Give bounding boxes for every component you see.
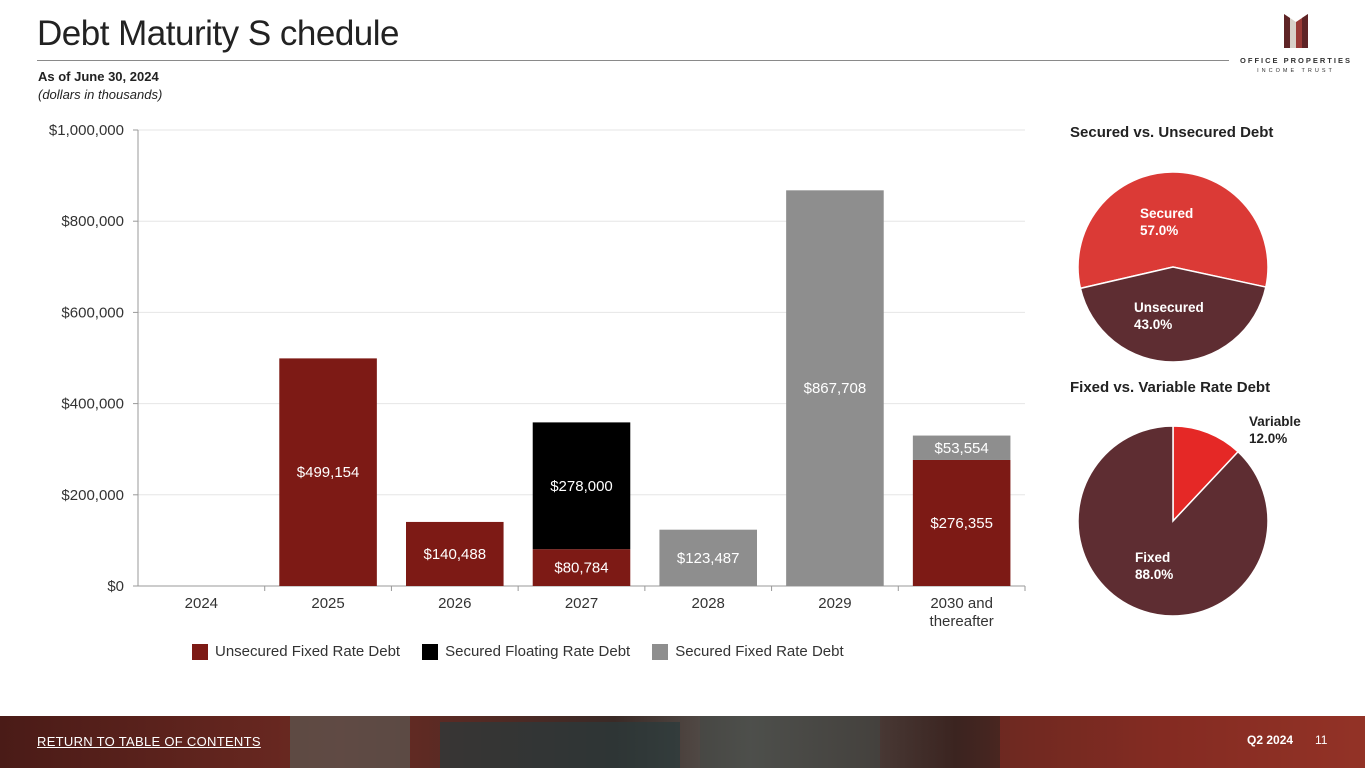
y-tick-label: $600,000 (61, 304, 124, 321)
debt-maturity-bar-chart: $0 $200,000 $400,000 $600,000 $800,000 $1,000… (49, 122, 1026, 630)
pie-slice (1079, 266, 1267, 363)
return-to-toc-link[interactable]: RETURN TO TABLE OF CONTENTS (37, 734, 261, 749)
bar-data-label: $123,487 (677, 550, 740, 567)
pie-slice-label: Fixed (1135, 550, 1170, 565)
legend-label: Unsecured Fixed Rate Debt (215, 643, 401, 660)
as-of-date: As of June 30, 2024 (38, 69, 159, 84)
pie-slice-value: 43.0% (1134, 317, 1172, 332)
bar-data-label: $867,708 (804, 380, 867, 397)
bar-segment (532, 549, 631, 586)
x-tick-label: 2030 and (930, 595, 993, 612)
bar-segment (406, 521, 504, 586)
fixed-vs-variable-pie: Variable 12.0% Fixed 88.0% (1077, 414, 1301, 617)
page-number: 11 (1315, 733, 1328, 747)
y-tick-label: $400,000 (61, 396, 124, 413)
y-tick-label: $0 (107, 578, 124, 595)
title-divider (37, 60, 1229, 61)
pie-slice-value: 57.0% (1140, 223, 1178, 238)
legend-swatch (192, 643, 208, 660)
pie-slice (1172, 425, 1240, 523)
units-note: (dollars in thousands) (38, 87, 163, 102)
x-tick-label: 2029 (818, 595, 851, 612)
pie-slice-label: Variable (1249, 414, 1301, 429)
pie-slice (1077, 425, 1269, 617)
bar-segment (279, 358, 377, 586)
secured-pie-title: Secured vs. Unsecured Debt (1070, 124, 1274, 141)
secured-vs-unsecured-pie: Secured 57.0% Unsecured 43.0% (1077, 171, 1269, 363)
bar-segment (659, 529, 757, 586)
x-tick-label: 2026 (438, 595, 471, 612)
legend-label: Secured Floating Rate Debt (445, 643, 631, 660)
bar-data-label: $278,000 (550, 478, 613, 495)
logo-text-primary: OFFICE PROPERTIES (1240, 56, 1352, 65)
x-tick-label: 2027 (565, 595, 598, 612)
footer-quarter: Q2 2024 (1247, 733, 1294, 747)
chart-legend: Unsecured Fixed Rate Debt Secured Floatin… (192, 643, 844, 660)
page-title: Debt Maturity S chedule (37, 14, 400, 53)
company-logo: OFFICE PROPERTIES INCOME TRUST (1238, 12, 1354, 92)
bar-data-label: $53,554 (935, 440, 989, 457)
pie-slice-value: 12.0% (1249, 431, 1287, 446)
bar-segment (912, 459, 1011, 586)
pie-slice-label: Secured (1140, 206, 1193, 221)
legend-item: Secured Fixed Rate Debt (652, 643, 844, 660)
logo-mark (1284, 14, 1308, 48)
bar-data-label: $80,784 (554, 560, 608, 577)
y-tick-label: $800,000 (61, 213, 124, 230)
x-tick-label: 2028 (692, 595, 725, 612)
x-tick-label: 2024 (185, 595, 218, 612)
bar-data-label: $276,355 (930, 515, 993, 532)
pie-slice-label: Unsecured (1134, 300, 1204, 315)
legend-item: Secured Floating Rate Debt (422, 643, 630, 660)
legend-label: Secured Fixed Rate Debt (675, 643, 844, 660)
bar-segment (532, 422, 631, 550)
pie-slice (1077, 171, 1269, 290)
legend-swatch (422, 643, 439, 660)
footer-banner: RETURN TO TABLE OF CONTENTS Q2 2024 11 (0, 716, 1365, 768)
bar-segment (912, 435, 1011, 460)
bar-data-label: $140,488 (423, 546, 486, 563)
y-tick-label: $200,000 (61, 487, 124, 504)
bar-data-label: $499,154 (297, 464, 360, 481)
legend-item: Unsecured Fixed Rate Debt (192, 643, 400, 660)
x-tick-label: 2025 (311, 595, 344, 612)
bar-segment (786, 190, 884, 587)
x-tick-label: thereafter (930, 613, 994, 630)
pie-slice-value: 88.0% (1135, 567, 1173, 582)
logo-text-secondary: INCOME TRUST (1257, 68, 1335, 74)
fixed-variable-pie-title: Fixed vs. Variable Rate Debt (1070, 379, 1271, 396)
legend-swatch (652, 643, 669, 660)
y-tick-label: $1,000,000 (49, 122, 124, 139)
